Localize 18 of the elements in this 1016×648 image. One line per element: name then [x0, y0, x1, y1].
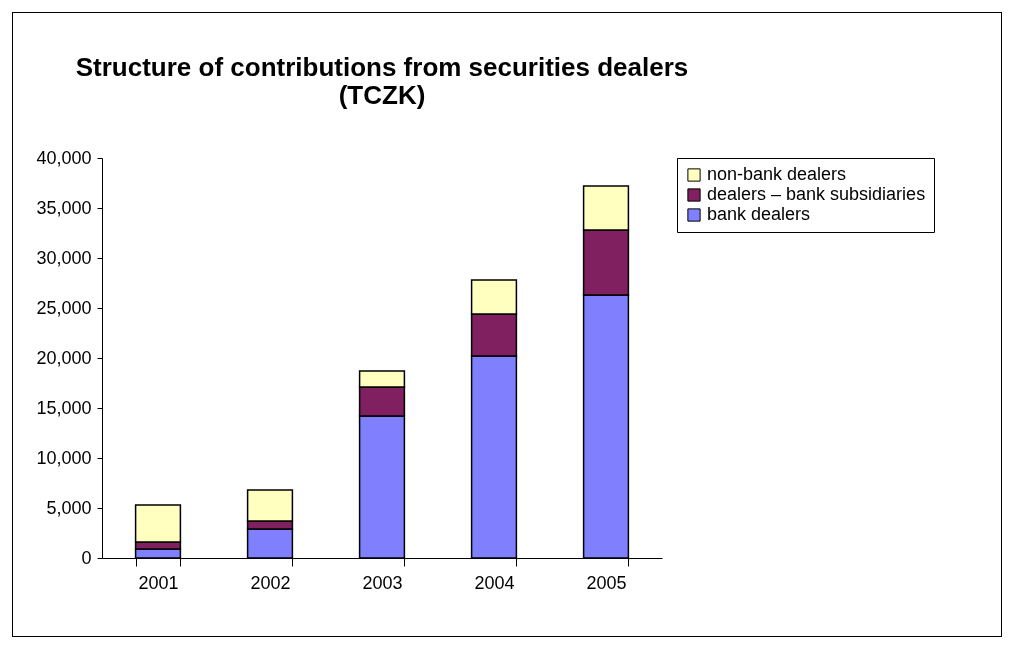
- y-tick-label: 20,000: [36, 347, 92, 368]
- y-tick-label: 5,000: [46, 497, 92, 518]
- y-tick-label: 40,000: [36, 147, 92, 168]
- y-tick-label: 25,000: [36, 297, 92, 318]
- chart-title: Structure of contributions from securities dealers (TCZK): [75, 52, 689, 110]
- x-tick-label: 2003: [362, 572, 403, 593]
- y-tick-label: 0: [81, 547, 92, 568]
- legend-label: dealers – bank subsidiaries: [707, 184, 926, 204]
- x-tick-label: 2002: [250, 572, 291, 593]
- x-tick-label: 2001: [138, 572, 179, 593]
- y-tick-label: 10,000: [36, 447, 92, 468]
- y-tick-label: 30,000: [36, 247, 92, 268]
- legend-label: bank dealers: [707, 204, 811, 224]
- y-tick-label: 15,000: [36, 397, 92, 418]
- x-tick-label: 2005: [586, 572, 627, 593]
- y-tick-label: 35,000: [36, 197, 92, 218]
- x-tick-label: 2004: [474, 572, 515, 593]
- legend-label: non-bank dealers: [707, 164, 847, 184]
